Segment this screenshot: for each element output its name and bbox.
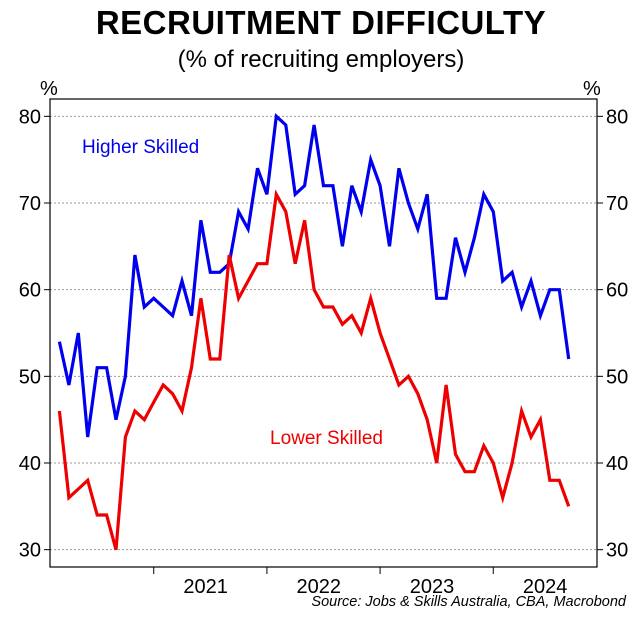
x-tick-label-2021: 2021 <box>183 576 228 598</box>
series-label-higher-skilled: Higher Skilled <box>82 137 199 158</box>
chart-subtitle: (% of recruiting employers) <box>177 46 465 73</box>
x-tick-label-2022: 2022 <box>297 576 342 598</box>
y-tick-label-right-50: 50 <box>606 366 628 388</box>
source-note: Source: Jobs & Skills Australia, CBA, Ma… <box>311 594 626 610</box>
y-tick-label-right-30: 30 <box>606 540 628 562</box>
y-axis-unit-left: % <box>40 78 58 100</box>
y-tick-label-right-60: 60 <box>606 280 628 302</box>
y-tick-label-left-80: 80 <box>19 106 41 128</box>
y-tick-label-left-40: 40 <box>19 453 41 475</box>
series-line-lower-skilled <box>57 189 571 551</box>
y-axis-unit-right: % <box>583 78 601 100</box>
x-tick-label-2023: 2023 <box>410 576 455 598</box>
y-tick-label-left-50: 50 <box>19 366 41 388</box>
series-line-higher-skilled <box>57 113 571 438</box>
y-tick-label-left-30: 30 <box>19 540 41 562</box>
x-tick-label-2024: 2024 <box>523 576 568 598</box>
y-tick-label-left-60: 60 <box>19 280 41 302</box>
y-tick-label-right-40: 40 <box>606 453 628 475</box>
series-label-lower-skilled: Lower Skilled <box>270 428 383 449</box>
y-tick-label-right-80: 80 <box>606 106 628 128</box>
chart-title: RECRUITMENT DIFFICULTY <box>95 4 547 41</box>
y-tick-label-right-70: 70 <box>606 193 628 215</box>
y-tick-label-left-70: 70 <box>19 193 41 215</box>
plot-frame <box>49 98 598 568</box>
